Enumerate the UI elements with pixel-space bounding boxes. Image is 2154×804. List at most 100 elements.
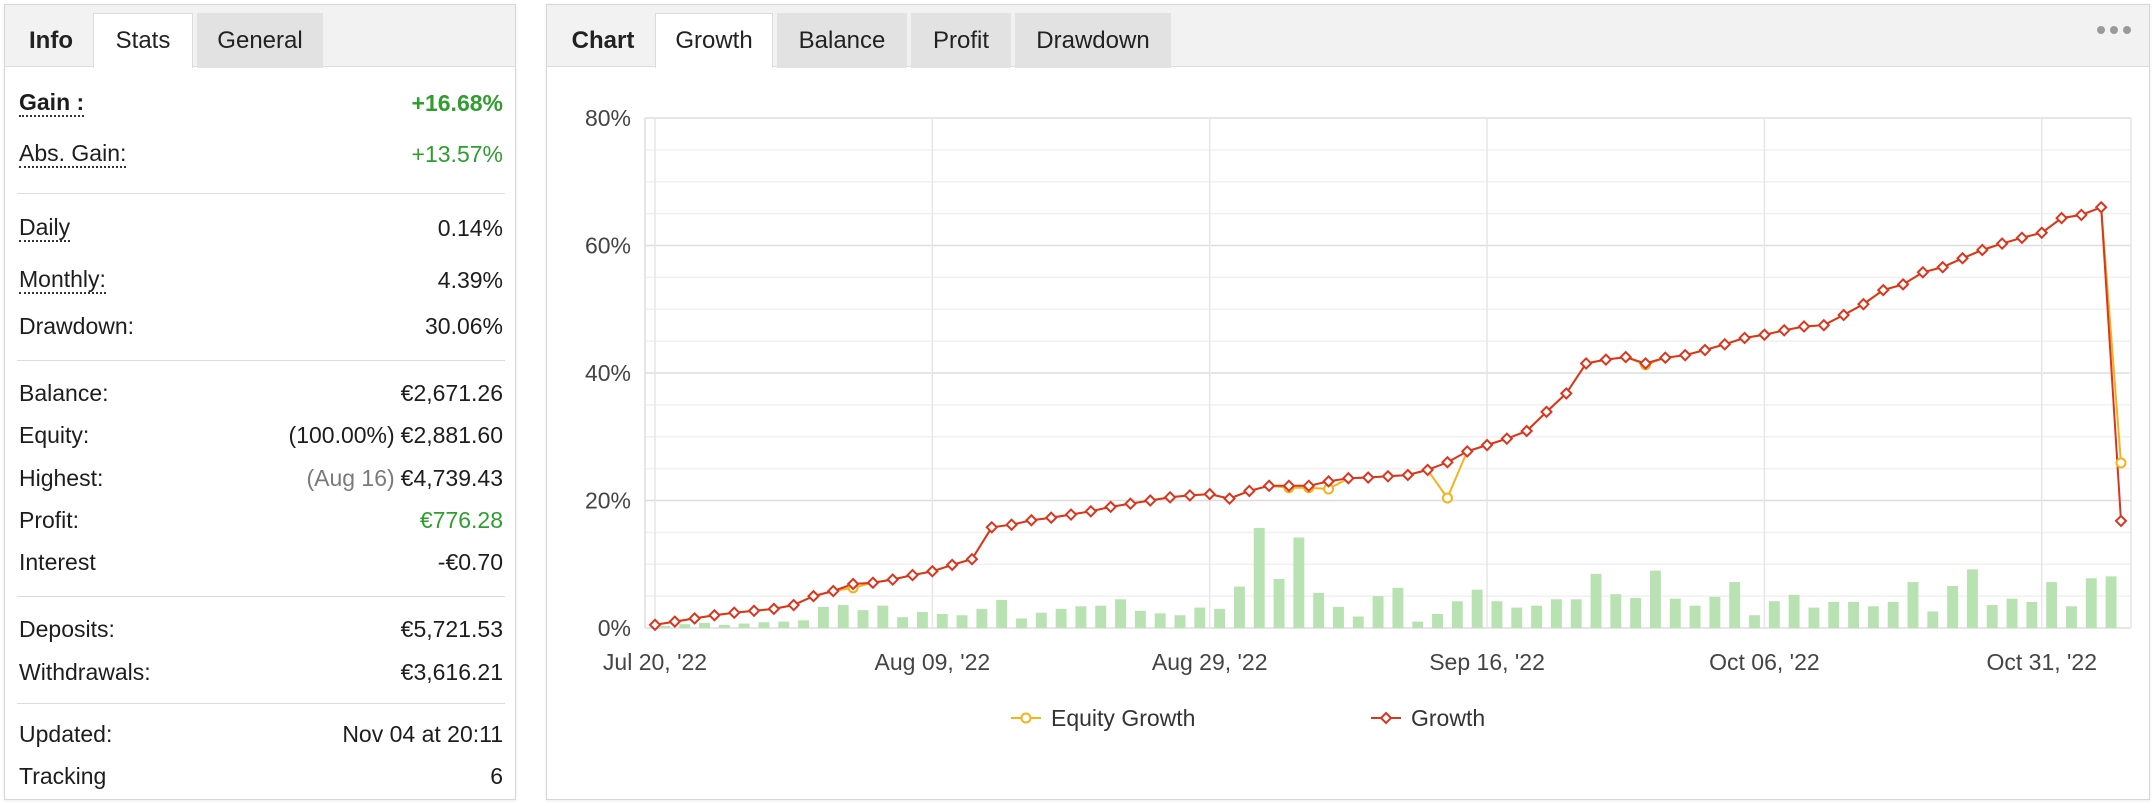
growth-point <box>1876 283 1890 297</box>
daily-bar <box>897 617 909 628</box>
monthly-label[interactable]: Monthly: <box>19 266 106 294</box>
tracking-label: Tracking <box>19 762 107 789</box>
daily-bar <box>699 622 710 628</box>
growth-point <box>1203 487 1217 501</box>
gain-value: +16.68% <box>411 89 503 116</box>
growth-point <box>1817 318 1831 332</box>
daily-bar <box>1511 607 1523 628</box>
daily-bar <box>996 599 1008 628</box>
deposits-label: Deposits: <box>19 615 115 642</box>
x-tick-label: Oct 06, '22 <box>1709 649 1820 675</box>
daily-bar <box>817 606 829 628</box>
daily-bar <box>1848 601 1860 628</box>
growth-point <box>2055 211 2068 225</box>
daily-bar <box>1649 570 1661 628</box>
daily-bar <box>738 623 750 628</box>
stat-abs-gain: Abs. Gain: +13.57% <box>19 137 503 171</box>
daily-bar <box>1669 598 1681 628</box>
growth-point <box>1064 508 1078 521</box>
y-tick-label: 60% <box>585 233 631 259</box>
tab-drawdown[interactable]: Drawdown <box>1015 13 1171 68</box>
tab-info[interactable]: Info <box>29 26 73 54</box>
stat-withdrawals: Withdrawals: €3,616.21 <box>19 655 503 689</box>
more-horizontal-icon[interactable] <box>2097 23 2131 37</box>
growth-point <box>1223 492 1236 506</box>
equity-growth-point <box>1441 492 1453 504</box>
profit-value: €776.28 <box>419 506 503 533</box>
y-tick-label: 40% <box>585 360 631 386</box>
growth-point <box>945 558 959 572</box>
growth-line <box>654 205 2122 626</box>
stat-equity: Equity: (100.00%) €2,881.60 <box>19 418 503 452</box>
daily-bar <box>1233 586 1245 628</box>
growth-point <box>1401 468 1415 482</box>
daily-bar <box>1570 599 1582 628</box>
equity-value-group: (100.00%) €2,881.60 <box>289 422 503 449</box>
tab-chart[interactable]: Chart <box>571 26 635 54</box>
tracking-value: 6 <box>490 762 503 789</box>
daily-bar <box>1788 594 1800 628</box>
gain-label[interactable]: Gain : <box>19 89 85 117</box>
growth-point <box>1104 500 1118 514</box>
daily-label[interactable]: Daily <box>19 214 71 242</box>
daily-bar <box>1630 598 1642 628</box>
growth-point <box>668 615 682 629</box>
growth-point <box>807 589 820 603</box>
daily-bar <box>718 624 730 628</box>
updated-label: Updated: <box>19 720 113 747</box>
divider <box>17 360 505 361</box>
withdrawals-label: Withdrawals: <box>19 658 151 685</box>
daily-bar <box>1471 589 1483 628</box>
y-tick-label: 20% <box>585 488 631 514</box>
growth-point <box>1421 463 1435 477</box>
growth-point <box>1995 237 2009 251</box>
daily-bar <box>1352 616 1364 628</box>
growth-point <box>1242 484 1256 498</box>
highest-value-group: (Aug 16) €4,739.43 <box>306 465 503 492</box>
daily-bar <box>1372 596 1384 628</box>
growth-point <box>1698 343 1712 357</box>
tab-balance[interactable]: Balance <box>777 13 907 68</box>
growth-point <box>1183 488 1197 502</box>
daily-bar <box>2066 606 2077 628</box>
daily-bar <box>1947 585 1959 628</box>
legend-growth[interactable]: Growth <box>1371 705 1485 731</box>
daily-bar <box>1194 607 1206 628</box>
growth-point <box>846 577 860 591</box>
daily-bar <box>2105 576 2117 628</box>
growth-point <box>1619 350 1633 364</box>
x-tick-label: Sep 16, '22 <box>1429 649 1545 675</box>
drawdown-label: Drawdown: <box>19 312 135 339</box>
legend-equity-growth[interactable]: Equity Growth <box>1011 705 1195 731</box>
stat-balance: Balance: €2,671.26 <box>19 376 503 410</box>
stat-daily: Daily 0.14% <box>19 211 503 245</box>
growth-point <box>1322 474 1335 488</box>
updated-value: Nov 04 at 20:11 <box>342 720 503 747</box>
chart-panel: Chart Growth Balance Profit Drawdown 0% 2… <box>546 4 2150 800</box>
tab-general[interactable]: General <box>197 13 323 68</box>
daily-bar <box>857 610 869 628</box>
growth-point <box>1163 490 1177 504</box>
tab-growth[interactable]: Growth <box>655 13 773 68</box>
abs-gain-label[interactable]: Abs. Gain: <box>19 140 127 168</box>
highest-value: €4,739.43 <box>400 464 503 491</box>
growth-point <box>1520 424 1534 438</box>
daily-bar <box>1214 608 1226 628</box>
daily-bar <box>1729 582 1741 628</box>
tab-profit[interactable]: Profit <box>911 13 1011 68</box>
growth-point <box>1599 353 1613 367</box>
growth-point <box>1540 405 1553 419</box>
y-tick-label: 80% <box>585 105 631 131</box>
growth-point <box>1262 479 1276 493</box>
stat-updated: Updated: Nov 04 at 20:11 <box>19 717 503 751</box>
growth-point <box>886 573 900 586</box>
growth-point <box>1975 243 1989 257</box>
growth-point <box>1896 277 1910 291</box>
x-tick-label: Aug 09, '22 <box>875 649 991 675</box>
growth-point <box>1658 351 1672 365</box>
daily-bar <box>1828 601 1840 628</box>
tab-stats[interactable]: Stats <box>93 13 193 68</box>
stat-highest: Highest: (Aug 16) €4,739.43 <box>19 461 503 495</box>
legend-growth-label: Growth <box>1411 705 1485 731</box>
daily-bar <box>936 613 948 628</box>
